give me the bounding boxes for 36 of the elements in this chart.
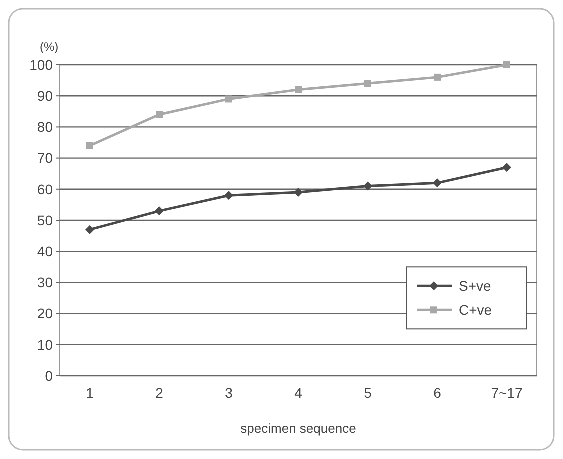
point	[86, 225, 94, 234]
point	[224, 191, 234, 200]
point	[226, 96, 232, 103]
y-tick-label: 80	[37, 119, 54, 136]
y-tick-label: 50	[37, 212, 54, 228]
point	[295, 86, 302, 94]
legend-label: C+ve	[459, 302, 492, 318]
legend-label: S+ve	[459, 278, 492, 294]
x-tick-label: 7~17	[491, 385, 523, 401]
point	[294, 188, 303, 198]
point	[156, 111, 163, 118]
point	[155, 206, 164, 216]
point	[364, 80, 372, 88]
point	[86, 142, 94, 150]
x-axis-title: specimen sequence	[240, 421, 356, 436]
x-tick-label: 4	[294, 385, 303, 401]
point	[434, 74, 441, 81]
y-tick-label: 30	[37, 274, 54, 291]
x-tick-label: 6	[434, 385, 442, 401]
y-tick-label: 10	[37, 336, 54, 353]
y-tick-label: 70	[37, 150, 54, 166]
x-tick-label: 2	[156, 385, 164, 401]
point	[504, 62, 510, 68]
point	[433, 178, 442, 188]
point	[364, 182, 372, 191]
y-tick-label: 60	[37, 181, 54, 198]
y-axis-title: (%)	[40, 40, 59, 54]
y-tick-label: 100	[30, 56, 54, 73]
y-tick-label: 90	[37, 88, 54, 104]
x-tick-label: 5	[364, 385, 372, 401]
y-tick-label: 20	[37, 306, 54, 322]
point	[502, 163, 512, 172]
x-tick-label: 3	[225, 385, 234, 401]
y-tick-label: 0	[45, 368, 54, 384]
y-tick-label: 40	[37, 244, 54, 260]
x-tick-label: 1	[86, 385, 94, 401]
